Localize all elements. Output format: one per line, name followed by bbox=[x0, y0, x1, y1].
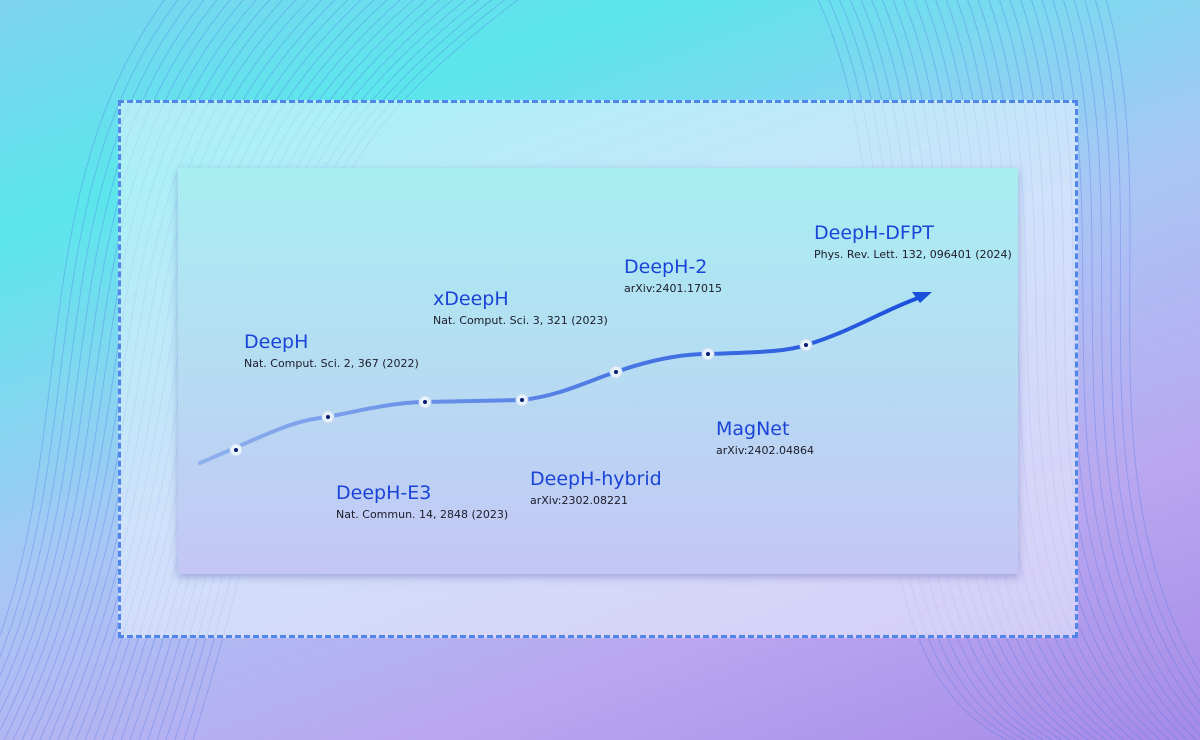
milestone-dot bbox=[423, 400, 427, 404]
arrow-head-icon bbox=[912, 292, 932, 303]
milestone-label: MagNet arXiv:2402.04864 bbox=[716, 418, 814, 458]
timeline-card bbox=[178, 168, 1018, 574]
milestone-dot bbox=[614, 370, 618, 374]
milestone-reference: Phys. Rev. Lett. 132, 096401 (2024) bbox=[814, 248, 1012, 261]
milestone-label: DeepH-DFPT Phys. Rev. Lett. 132, 096401 (… bbox=[814, 222, 1012, 262]
milestone-label: DeepH-2 arXiv:2401.17015 bbox=[624, 256, 722, 296]
milestone-title: DeepH-E3 bbox=[336, 482, 432, 504]
milestone-title: DeepH bbox=[244, 331, 309, 353]
milestone-reference: Nat. Commun. 14, 2848 (2023) bbox=[336, 508, 509, 521]
milestone-reference: Nat. Comput. Sci. 3, 321 (2023) bbox=[433, 314, 608, 327]
milestone-reference: Nat. Comput. Sci. 2, 367 (2022) bbox=[244, 357, 419, 370]
milestone-reference: arXiv:2402.04864 bbox=[716, 444, 814, 457]
milestone-label: DeepH Nat. Comput. Sci. 2, 367 (2022) bbox=[244, 331, 419, 371]
milestone-title: MagNet bbox=[716, 418, 790, 440]
milestone-label: DeepH-E3 Nat. Commun. 14, 2848 (2023) bbox=[336, 482, 508, 522]
milestone-dot bbox=[326, 415, 330, 419]
milestone-title: DeepH-2 bbox=[624, 256, 708, 278]
milestone-label: xDeepH Nat. Comput. Sci. 3, 321 (2023) bbox=[433, 288, 608, 328]
milestone-title: DeepH-hybrid bbox=[530, 468, 662, 490]
milestone-reference: arXiv:2302.08221 bbox=[530, 494, 628, 507]
milestone-title: DeepH-DFPT bbox=[814, 222, 934, 244]
milestone-title: xDeepH bbox=[433, 288, 509, 310]
milestone-reference: arXiv:2401.17015 bbox=[624, 282, 722, 295]
milestone-dot bbox=[520, 398, 524, 402]
milestone-dot bbox=[234, 448, 238, 452]
milestone-dot bbox=[804, 343, 808, 347]
milestone-dot bbox=[706, 352, 710, 356]
milestone-label: DeepH-hybrid arXiv:2302.08221 bbox=[530, 468, 662, 508]
